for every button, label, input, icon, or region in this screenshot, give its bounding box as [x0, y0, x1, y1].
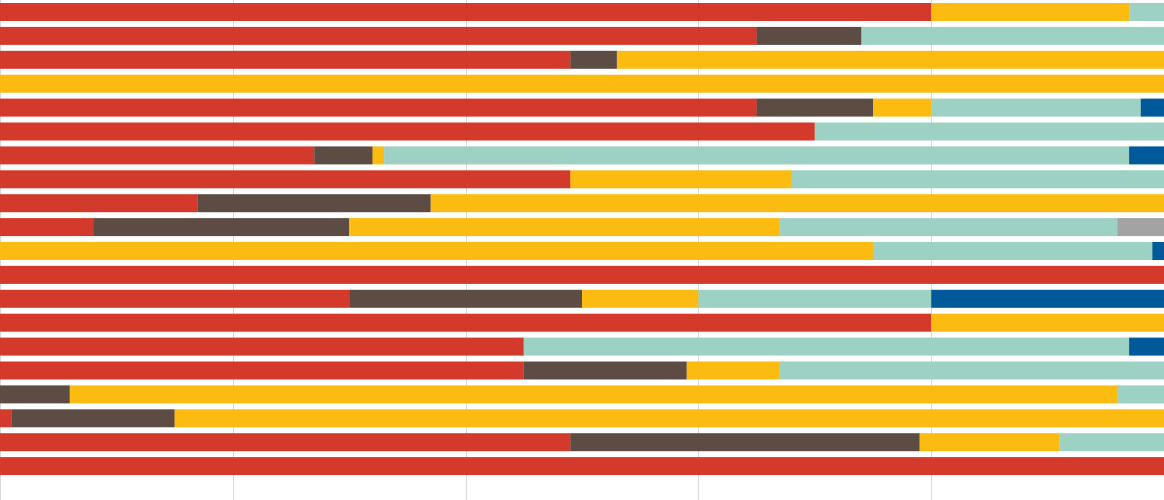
- bar-segment-row-15-series-5: [1129, 337, 1164, 356]
- bar-segment-row-18-series-2: [11, 409, 175, 428]
- bar-segment-row-16-series-2: [523, 361, 687, 380]
- bar-segment-row-15-series-1: [0, 337, 524, 356]
- bar-segment-row-19-series-1: [0, 433, 571, 452]
- bars: [0, 3, 1164, 476]
- bar-segment-row-20-series-1: [0, 457, 1164, 476]
- bar-segment-row-1-series-1: [0, 3, 932, 21]
- bar-segment-row-5-series-3: [873, 98, 932, 117]
- bar-segment-row-8-series-3: [570, 170, 792, 189]
- bar-segment-row-11-series-5: [1152, 242, 1164, 260]
- bar-segment-row-8-series-1: [0, 170, 571, 189]
- bar-segment-row-19-series-3: [919, 433, 1060, 452]
- bar-segment-row-11-series-3: [0, 242, 873, 260]
- bar-segment-row-10-series-6: [1117, 218, 1164, 237]
- bar-segment-row-9-series-1: [0, 194, 198, 213]
- bar-segment-row-11-series-4: [873, 242, 1153, 260]
- bar-segment-row-7-series-1: [0, 146, 315, 165]
- bar-segment-row-3-series-2: [570, 50, 617, 69]
- bar-segment-row-15-series-4: [523, 337, 1130, 356]
- bar-segment-row-9-series-3: [430, 194, 1164, 213]
- bar-segment-row-5-series-1: [0, 98, 757, 117]
- bar-segment-row-5-series-5: [1140, 98, 1164, 117]
- bar-segment-row-8-series-4: [791, 170, 1164, 189]
- bar-segment-row-12-series-1: [0, 265, 1164, 284]
- bar-segment-row-4-series-3: [0, 74, 1164, 93]
- bar-segment-row-14-series-1: [0, 313, 932, 332]
- bar-segment-row-13-series-5: [931, 289, 1164, 308]
- bar-segment-row-16-series-3: [686, 361, 780, 380]
- bar-segment-row-13-series-1: [0, 289, 350, 308]
- bar-segment-row-19-series-2: [570, 433, 920, 452]
- bar-segment-row-5-series-2: [756, 98, 873, 117]
- bar-segment-row-16-series-1: [0, 361, 524, 380]
- bar-segment-row-17-series-3: [69, 385, 1118, 404]
- bar-segment-row-7-series-2: [314, 146, 373, 165]
- bar-segment-row-13-series-3: [582, 289, 699, 308]
- bar-segment-row-7-series-3: [372, 146, 385, 165]
- bar-segment-row-17-series-2: [0, 385, 70, 404]
- bar-segment-row-7-series-5: [1129, 146, 1164, 165]
- bar-segment-row-5-series-4: [931, 98, 1141, 117]
- bar-segment-row-2-series-2: [756, 26, 862, 45]
- bar-segment-row-10-series-3: [349, 218, 780, 237]
- bar-segment-row-3-series-1: [0, 50, 571, 69]
- bar-segment-row-2-series-4: [861, 26, 1164, 45]
- bar-segment-row-6-series-1: [0, 122, 815, 141]
- bar-segment-row-17-series-4: [1117, 385, 1164, 404]
- bar-segment-row-9-series-2: [197, 194, 431, 213]
- bar-segment-row-10-series-2: [93, 218, 350, 237]
- bar-segment-row-18-series-1: [0, 409, 12, 428]
- bar-segment-row-2-series-1: [0, 26, 757, 45]
- bar-segment-row-16-series-4: [779, 361, 1164, 380]
- bar-segment-row-19-series-4: [1059, 433, 1164, 452]
- bar-segment-row-10-series-4: [779, 218, 1118, 237]
- bar-segment-row-1-series-4: [1129, 3, 1164, 21]
- bar-segment-row-10-series-1: [0, 218, 94, 237]
- bar-segment-row-14-series-3: [931, 313, 1164, 332]
- bar-segment-row-18-series-3: [174, 409, 1164, 428]
- bar-segment-row-1-series-3: [931, 3, 1130, 21]
- bar-segment-row-7-series-4: [384, 146, 1130, 165]
- bar-segment-row-13-series-4: [698, 289, 932, 308]
- bar-segment-row-13-series-2: [349, 289, 582, 308]
- bar-segment-row-3-series-3: [616, 50, 1164, 69]
- bar-segment-row-6-series-4: [814, 122, 1164, 141]
